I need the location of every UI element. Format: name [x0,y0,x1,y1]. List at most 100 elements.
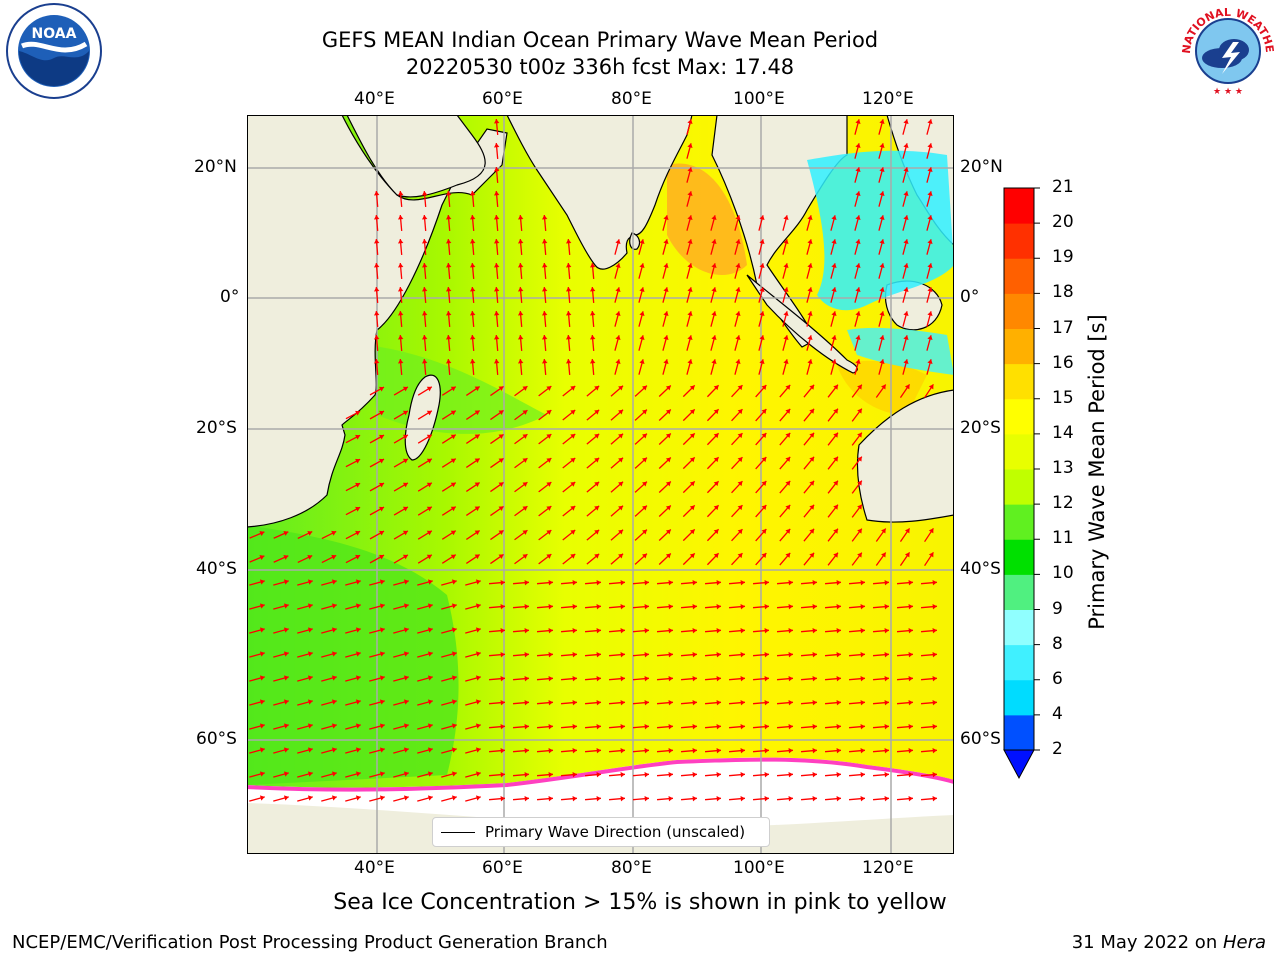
wave-arrow-head [884,772,889,778]
wave-arrow-head [879,311,885,317]
wave-arrow-head [259,651,265,657]
colorbar-segment [1004,714,1034,751]
wave-arrow-head [546,434,552,439]
colorbar-tick-label: 10 [1052,563,1074,584]
lat-tick-right-3: 20°S [960,418,1001,438]
wave-arrow-head [379,386,384,392]
wave-arrow-head [932,604,937,610]
wave-arrow-head [446,191,452,196]
wave-arrow-head [379,410,384,416]
wave-arrow-head [812,748,817,754]
colorbar-segment [1004,258,1034,294]
wave-arrow-head [522,434,528,439]
wave-arrow-head [596,796,601,802]
wave-arrow-head [379,506,384,512]
colorbar-segment [1004,539,1034,575]
wave-arrow-head [450,530,456,536]
wave-arrow-head [692,772,697,778]
wave-arrow-head [737,481,743,487]
wave-arrow-head [307,554,313,560]
wave-arrow-head [665,385,671,391]
wave-arrow-head [374,287,380,292]
colorbar-tick-label: 18 [1052,282,1074,303]
wave-arrow-head [451,747,457,753]
wave-arrow-head [355,530,361,536]
wave-arrow-head [475,579,481,585]
wave-arrow-head [615,335,621,341]
wave-arrow-head [331,530,337,536]
wave-arrow-head [713,505,719,511]
wave-arrow-head [663,311,669,317]
wave-arrow-head [788,604,793,610]
wave-arrow-head [259,747,265,753]
wave-arrow-head [475,747,481,753]
wave-arrow-head [689,409,695,415]
wave-arrow-head [857,552,862,558]
colorbar-segment [1004,363,1034,400]
wave-arrow-head [737,553,743,559]
wave-arrow-head [548,700,553,706]
wave-arrow-head [903,311,909,317]
wave-arrow-head [620,796,625,802]
footer-date: 31 May 2022 on [1071,932,1223,953]
wave-arrow-head [474,386,480,392]
wave-arrow-head [518,263,524,268]
wave-arrow-head [500,700,505,706]
wave-arrow-head [355,627,361,633]
wave-arrow-head [879,359,885,365]
wave-arrow-head [927,263,933,269]
wave-arrow-head [833,480,838,486]
wave-arrow-head [692,700,697,706]
wave-arrow-head [716,652,721,658]
wave-arrow-head [474,458,480,464]
wave-arrow-head [833,408,838,414]
wave-arrow-head [475,699,481,705]
wave-arrow-head [548,652,553,658]
wave-arrow-head [450,410,456,416]
wave-arrow-head [570,506,576,511]
wave-arrow-head [451,699,457,705]
wave-arrow-head [422,215,428,220]
wave-arrow-head [594,481,600,487]
wave-arrow-head [641,529,647,535]
wave-arrow-head [713,553,719,559]
wave-arrow-head [307,747,313,753]
wave-arrow-head [548,772,553,778]
wave-arrow-head [689,433,695,439]
wave-arrow-head [860,652,865,658]
wave-arrow-head [908,604,913,610]
lon-tick-top-2: 60°E [482,89,523,109]
wave-arrow-head [307,699,313,705]
wave-arrow-head [379,675,385,681]
wave-arrow-head [446,263,452,268]
colorbar-segment [1004,504,1034,540]
wave-arrow-head [498,530,504,536]
wave-arrow-head [474,434,480,440]
wave-arrow-head [355,603,361,609]
wave-arrow-head [570,386,576,391]
wave-arrow-head [331,579,337,585]
wave-arrow-head [831,215,837,221]
wave-arrow-head [788,724,793,730]
wave-arrow-head [524,676,529,682]
wave-arrow-head [259,723,265,729]
wave-arrow-head [403,747,409,753]
wave-arrow-head [446,335,452,340]
wave-arrow-head [470,215,476,220]
colorbar-tick-label: 13 [1052,458,1074,478]
wave-arrow-head [283,723,289,729]
wave-arrow-head [903,191,909,197]
wave-arrow-head [740,676,745,682]
wave-arrow-head [831,335,837,341]
wave-arrow-head [927,239,933,245]
wave-arrow-head [615,239,621,245]
wave-arrow-head [596,724,601,730]
wave-arrow-head [524,652,529,658]
wave-arrow-head [860,724,865,730]
wave-arrow-head [903,239,909,245]
wave-arrow-head [518,359,524,364]
wave-arrow-head [785,456,791,462]
title-line-2: 20220530 t00z 336h fcst Max: 17.48 [405,55,795,79]
wave-arrow-head [665,529,671,535]
lon-tick-bottom-1: 40°E [354,858,395,878]
